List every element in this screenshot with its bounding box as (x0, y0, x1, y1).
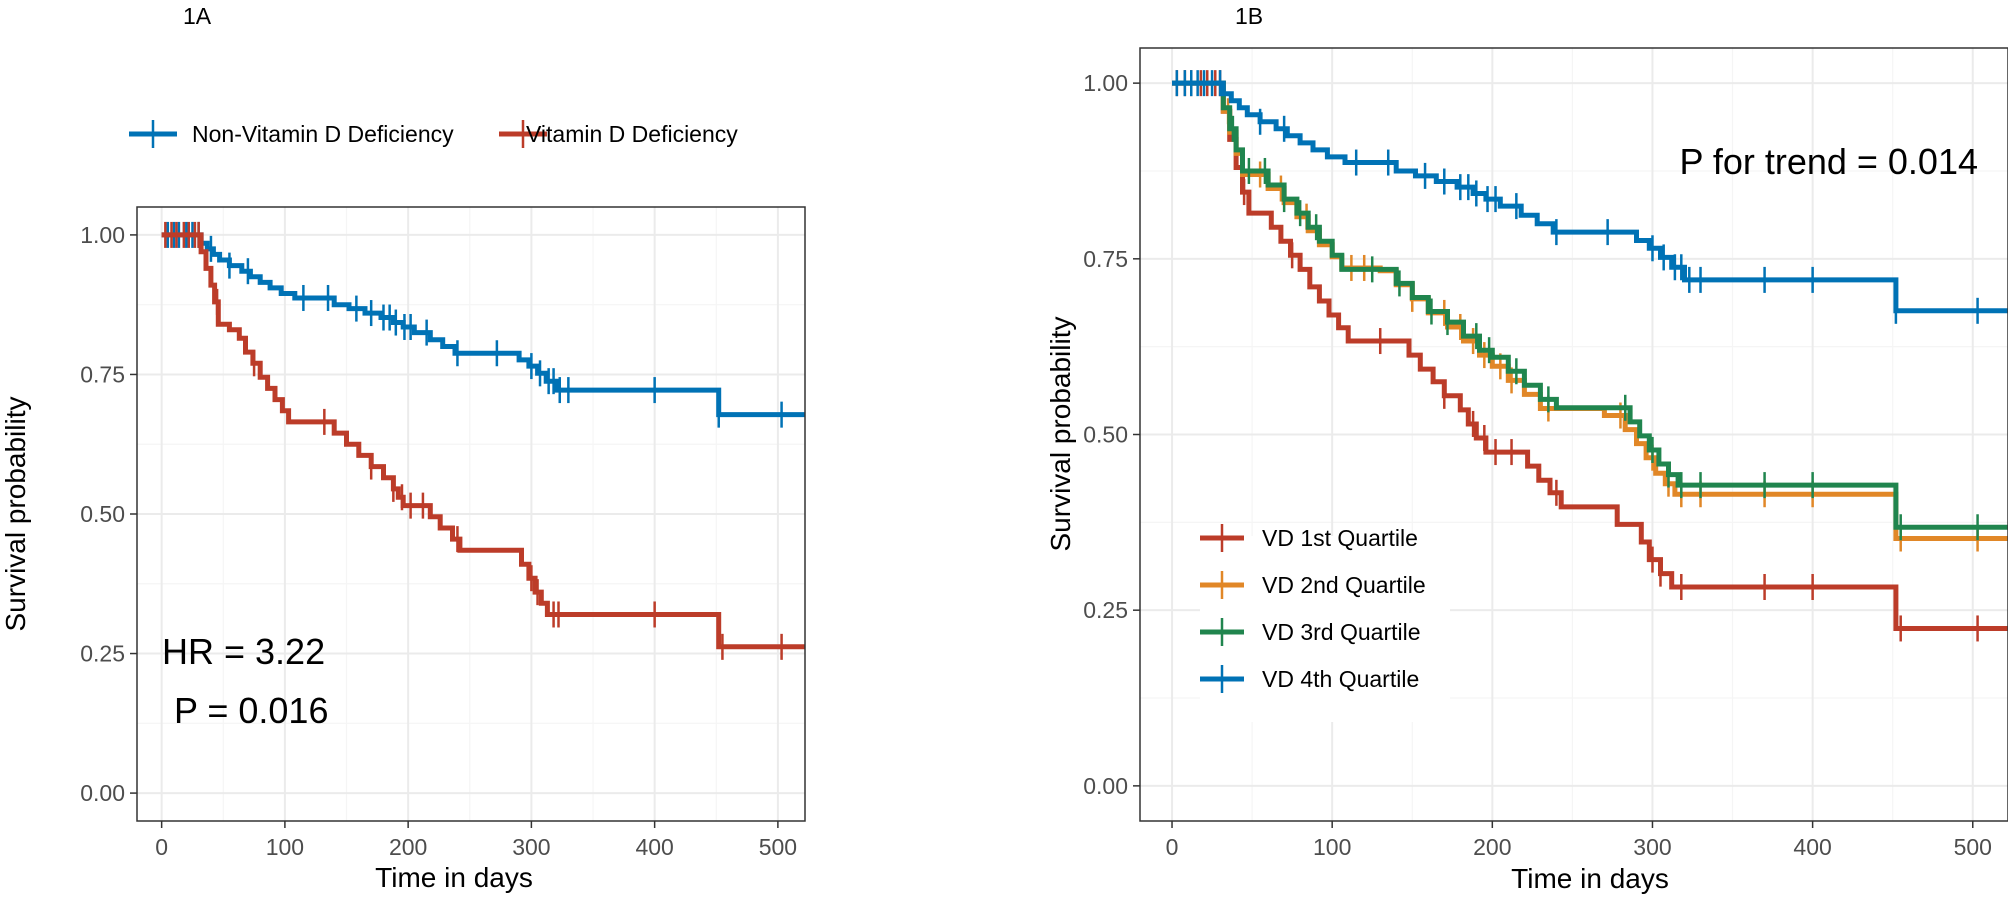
x-axis-title: Time in days (375, 862, 533, 893)
y-tick-label: 0.25 (1083, 597, 1128, 623)
y-tick-label: 1.00 (1083, 70, 1128, 96)
legend-label: VD 3rd Quartile (1262, 619, 1421, 645)
y-tick-label: 0.75 (1083, 246, 1128, 272)
x-tick-label: 400 (1793, 834, 1831, 860)
y-tick-label: 0.25 (80, 641, 125, 667)
legend-item: Non-Vitamin D Deficiency (129, 120, 454, 148)
y-tick-label: 0.00 (1083, 773, 1128, 799)
plot-area (161, 221, 805, 660)
plot-area (1172, 70, 2008, 642)
km-curve-vitamin-d-deficiency (161, 232, 805, 650)
legend-item: VD 2nd Quartile (1200, 571, 1426, 599)
x-tick-label: 200 (389, 834, 427, 860)
grid (1140, 48, 2008, 821)
y-axis-title: Survival probability (1045, 317, 1076, 552)
y-tick-label: 0.75 (80, 361, 125, 387)
grid (137, 207, 805, 821)
annotation: P for trend = 0.014 (1679, 141, 1978, 182)
legend-item: Vitamin D Deficiency (499, 120, 738, 148)
y-axis-title: Survival probability (0, 397, 31, 632)
y-tick-label: 1.00 (80, 222, 125, 248)
y-tick-label: 0.00 (80, 780, 125, 806)
panel-label: 1B (1235, 3, 1263, 29)
legend-label: Non-Vitamin D Deficiency (192, 121, 454, 147)
legend-label: Vitamin D Deficiency (526, 121, 738, 147)
x-tick-label: 500 (759, 834, 797, 860)
y-tick-label: 0.50 (80, 501, 125, 527)
annotation: HR = 3.22 (162, 631, 325, 672)
x-tick-label: 0 (1166, 834, 1179, 860)
panel-1b: 1B 0 100 200 300 400 500 0.00 0.25 0.50 0.75 1.00 Ti… (1045, 3, 2008, 894)
y-tick-label: 0.50 (1083, 422, 1128, 448)
legend-item: VD 3rd Quartile (1200, 618, 1421, 646)
x-tick-label: 300 (1633, 834, 1671, 860)
km-curve-non-vitamin-d-deficiency (161, 232, 805, 418)
legend: Non-Vitamin D Deficiency Vitamin D Defici… (129, 120, 738, 148)
legend-label: VD 1st Quartile (1262, 525, 1418, 551)
x-tick-label: 0 (155, 834, 168, 860)
x-tick-label: 400 (635, 834, 673, 860)
legend-item: VD 1st Quartile (1200, 524, 1418, 552)
x-tick-label: 300 (512, 834, 550, 860)
x-axis-title: Time in days (1511, 863, 1669, 894)
x-tick-label: 100 (1313, 834, 1351, 860)
panel-1a: 1A 0 100 200 300 400 500 0.00 0.25 0.50 0.75 1.00 Ti… (0, 3, 806, 893)
km-curve-vd-1st-quartile (1172, 80, 2008, 631)
panel-label: 1A (183, 3, 212, 29)
legend-label: VD 4th Quartile (1262, 666, 1419, 692)
x-tick-label: 100 (266, 834, 304, 860)
legend-background (1200, 536, 1450, 722)
x-tick-label: 200 (1473, 834, 1511, 860)
annotation: P = 0.016 (174, 690, 328, 731)
legend-item: VD 4th Quartile (1200, 665, 1419, 693)
legend-label: VD 2nd Quartile (1262, 572, 1426, 598)
legend: VD 1st Quartile VD 2nd Quartile VD 3rd Qua… (1200, 524, 1450, 722)
x-tick-label: 500 (1954, 834, 1992, 860)
